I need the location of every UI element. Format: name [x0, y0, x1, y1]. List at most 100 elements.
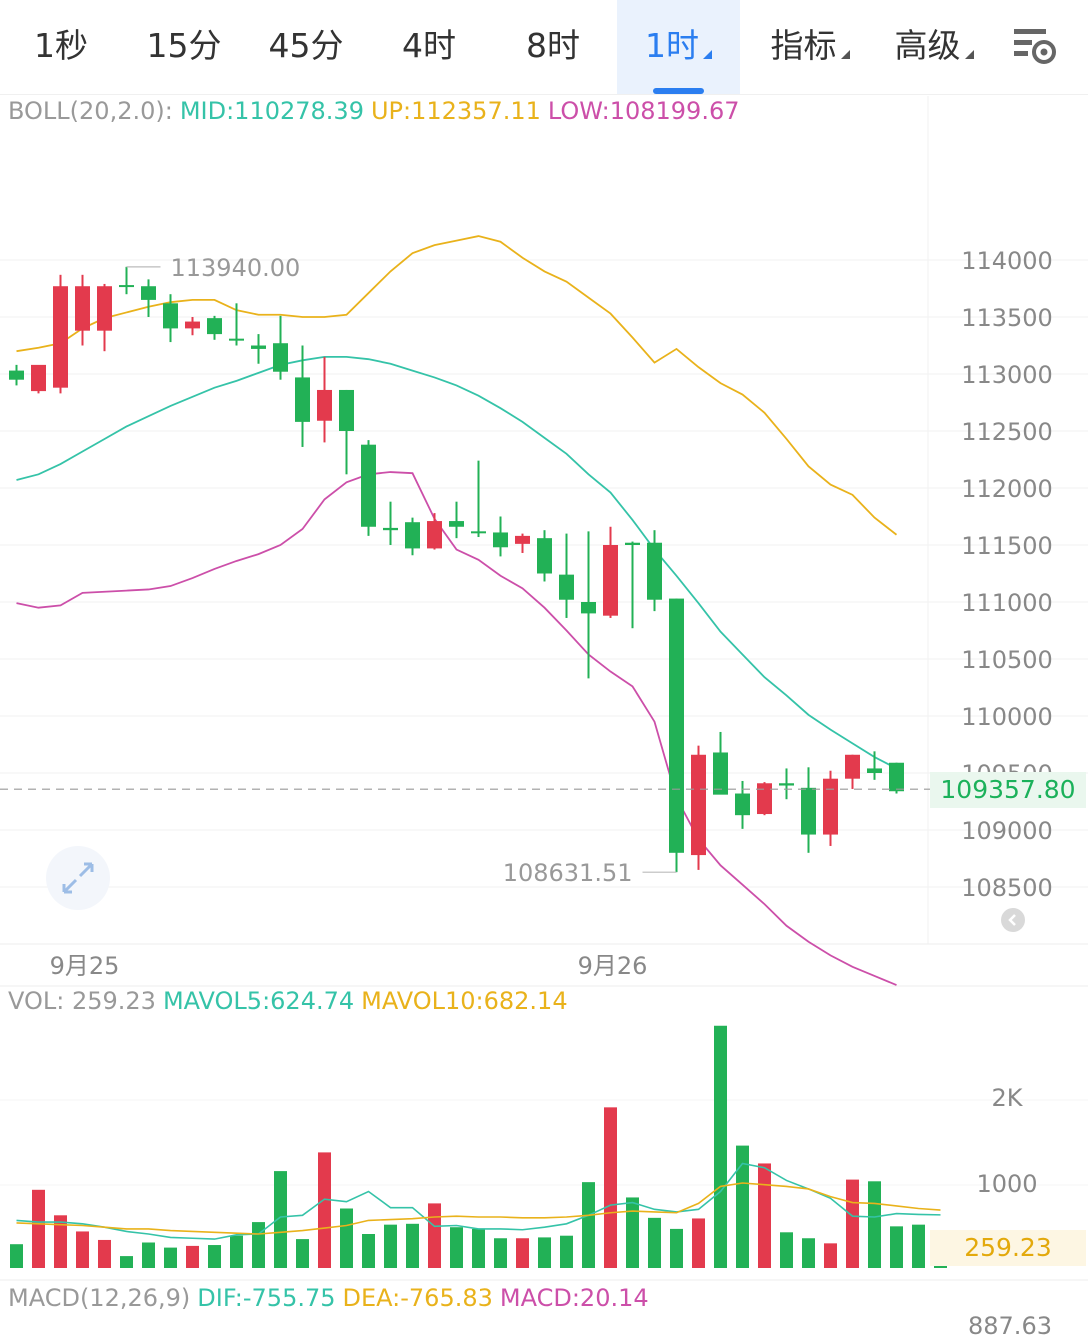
tab-8h[interactable]: 8时: [510, 0, 596, 94]
chevron-left-icon: [1008, 914, 1016, 926]
candle-body: [757, 783, 772, 815]
price-axis-label: 114000: [961, 247, 1053, 275]
low-price-label: 108631.51: [503, 859, 633, 887]
volume-legend: VOL: 259.23 MAVOL5:624.74 MAVOL10:682.14: [8, 987, 575, 1015]
grid-lines: [0, 96, 1088, 1281]
candle-body: [163, 303, 178, 329]
boll-middle-line: [16, 355, 897, 770]
volume-bar: [384, 1224, 397, 1268]
candle-body: [383, 527, 398, 531]
tab-label: 指标: [770, 26, 837, 65]
volume-bar: [54, 1215, 67, 1268]
candle-body: [53, 286, 68, 388]
date-axis-label: 9月26: [578, 952, 648, 980]
tab-1h[interactable]: 1时: [617, 0, 740, 94]
tab-label: 1秒: [34, 26, 88, 65]
volume-axis-label: 1000: [976, 1170, 1037, 1198]
volume-bar: [98, 1239, 111, 1268]
macd-dif-value: DIF:-755.75: [197, 1284, 336, 1312]
price-axis-label: 113000: [961, 361, 1053, 389]
tab-4h[interactable]: 4时: [386, 0, 472, 94]
volume-bar: [824, 1243, 837, 1268]
mavol5-line: [16, 1162, 941, 1240]
candle-body: [119, 285, 134, 288]
tab-1s[interactable]: 1秒: [18, 0, 104, 94]
volume-bar: [10, 1244, 23, 1268]
indicators-tab[interactable]: 指标: [760, 0, 860, 94]
volume-bar: [758, 1163, 771, 1268]
candle-body: [185, 321, 200, 329]
bollinger-bands: [16, 235, 898, 986]
candle-body: [647, 542, 662, 600]
volume-bar: [736, 1145, 749, 1268]
volume-bar: [296, 1239, 309, 1268]
volume-bar: [494, 1238, 507, 1268]
candle-body: [625, 542, 640, 545]
candle-body: [889, 762, 904, 792]
price-axis-label: 112500: [961, 418, 1053, 446]
candle-body: [295, 377, 310, 422]
price-axis-label: 110500: [961, 646, 1053, 674]
dropdown-corner-icon: [703, 50, 712, 59]
volume-axis-label: 2K: [991, 1084, 1023, 1112]
tab-45m[interactable]: 45分: [256, 0, 356, 94]
scroll-to-latest-button[interactable]: [1001, 908, 1025, 932]
candle-body: [801, 787, 816, 835]
volume-bar: [208, 1245, 221, 1268]
volume-bar: [626, 1197, 639, 1268]
price-axis-label: 111000: [961, 589, 1053, 617]
candle-body: [779, 783, 794, 786]
macd-dea-value: DEA:-765.83: [342, 1284, 493, 1312]
high-price-label: 113940.00: [171, 254, 301, 282]
tab-label: 1时: [645, 26, 699, 65]
volume-bar: [890, 1226, 903, 1268]
price-axis-label: 113500: [961, 304, 1053, 332]
candlesticks: 113940.00 108631.51: [0, 254, 930, 887]
tab-label: 45分: [268, 26, 344, 65]
tab-label: 高级: [894, 26, 961, 65]
volume-bar: [406, 1223, 419, 1268]
volume-bar: [846, 1179, 859, 1268]
candle-body: [515, 535, 530, 544]
tab-15m[interactable]: 15分: [134, 0, 234, 94]
chart-settings-icon: [1014, 29, 1056, 64]
date-axis-label: 9月25: [50, 952, 120, 980]
candle-body: [251, 345, 266, 349]
candle-body: [405, 522, 420, 549]
candle-body: [669, 598, 684, 853]
price-axis-label: 108500: [961, 874, 1053, 902]
candle-body: [823, 778, 838, 835]
candle-body: [229, 338, 244, 341]
boll-mid-value: MID:110278.39: [179, 97, 364, 125]
volume-bar: [604, 1107, 617, 1268]
expand-icon: [62, 862, 94, 894]
candle-body: [141, 286, 156, 300]
volume-bar: [670, 1228, 683, 1268]
candle-body: [691, 754, 706, 856]
candle-body: [207, 318, 222, 335]
candle-body: [449, 521, 464, 527]
tab-label: 4时: [402, 26, 456, 65]
volume-bar: [362, 1234, 375, 1268]
macd-legend: MACD(12,26,9) DIF:-755.75 DEA:-765.83 MACD:…: [8, 1284, 656, 1312]
candle-body: [361, 444, 376, 527]
volume-bar: [76, 1231, 89, 1268]
volume-bar: [318, 1152, 331, 1268]
volume-bar: [428, 1203, 441, 1268]
vol-value: VOL: 259.23: [8, 987, 156, 1015]
volume-bar: [912, 1224, 925, 1268]
volume-bar: [538, 1237, 551, 1268]
chart-settings-button[interactable]: [1000, 18, 1064, 76]
fullscreen-button[interactable]: [46, 846, 110, 910]
candle-body: [603, 545, 618, 616]
mavol10-line: [16, 1182, 941, 1235]
advanced-tab[interactable]: 高级: [884, 0, 984, 94]
volume-bar: [802, 1238, 815, 1268]
volume-bar: [186, 1245, 199, 1268]
dropdown-corner-icon: [964, 50, 974, 59]
price-axis-label: 109000: [961, 817, 1053, 845]
candle-body: [537, 538, 552, 574]
candle-body: [273, 343, 288, 372]
volume-bar: [340, 1208, 353, 1268]
